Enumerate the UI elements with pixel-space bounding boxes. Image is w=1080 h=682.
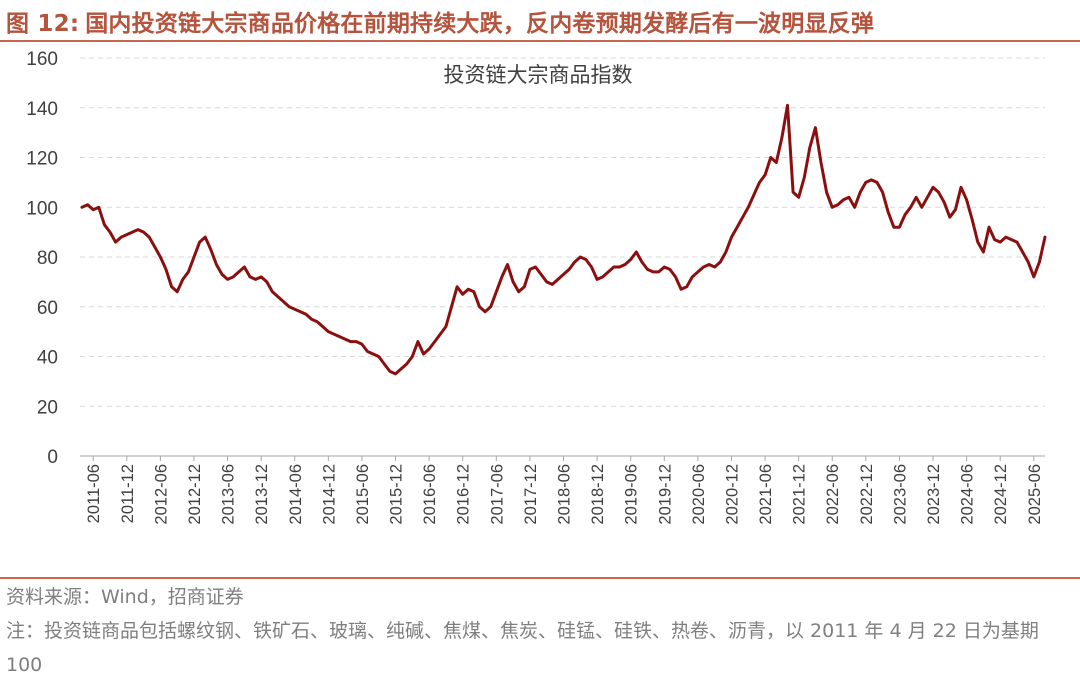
x-tick-label: 2025-06 <box>1026 464 1044 525</box>
y-tick-label: 80 <box>37 248 58 269</box>
y-tick-label: 100 <box>26 198 58 219</box>
y-tick-label: 40 <box>37 348 58 369</box>
x-tick-label: 2012-12 <box>186 464 204 525</box>
x-tick-label: 2016-06 <box>421 464 439 525</box>
x-tick-label: 2013-12 <box>253 464 271 525</box>
x-tick-label: 2024-06 <box>959 464 977 525</box>
x-tick-label: 2019-12 <box>656 464 674 525</box>
x-tick-label: 2018-06 <box>556 464 574 525</box>
x-tick-label: 2024-12 <box>992 464 1010 525</box>
figure-title: 图 12: 国内投资链大宗商品价格在前期持续大跌，反内卷预期发酵后有一波明显反弹 <box>6 4 1076 38</box>
x-tick-label: 2013-06 <box>220 464 238 525</box>
x-tick-label: 2023-06 <box>891 464 909 525</box>
figure-label: 图 12: <box>6 11 80 37</box>
x-axis-ticks: 2011-06 2011-12 2012-06 2012-12 2013-06 2013-… <box>85 456 1044 525</box>
source-text: 资料来源：Wind，招商证券 <box>6 586 244 608</box>
series-line <box>80 103 1047 376</box>
x-tick-label: 2022-12 <box>858 464 876 525</box>
y-axis-ticks: 0 20 40 60 80 100 120 140 160 <box>26 49 58 468</box>
y-tick-label: 0 <box>47 447 58 468</box>
x-tick-label: 2022-06 <box>824 464 842 525</box>
x-tick-label: 2020-06 <box>690 464 708 525</box>
x-tick-label: 2023-12 <box>925 464 943 525</box>
x-tick-label: 2015-12 <box>388 464 406 525</box>
y-tick-label: 140 <box>26 99 58 120</box>
x-tick-label: 2015-06 <box>354 464 372 525</box>
note-text: 注：投资链商品包括螺纹钢、铁矿石、玻璃、纯碱、焦煤、焦炭、硅锰、硅铁、热卷、沥青… <box>6 620 1039 676</box>
chart-title: 投资链大宗商品指数 <box>444 63 633 87</box>
x-tick-label: 2021-12 <box>791 464 809 525</box>
x-tick-label: 2011-12 <box>119 464 137 523</box>
x-tick-label: 2016-12 <box>455 464 473 525</box>
x-tick-label: 2017-06 <box>488 464 506 525</box>
x-tick-label: 2018-12 <box>589 464 607 525</box>
x-tick-label: 2012-06 <box>152 464 170 525</box>
figure-title-text: 国内投资链大宗商品价格在前期持续大跌，反内卷预期发酵后有一波明显反弹 <box>85 11 875 37</box>
x-tick-label: 2020-12 <box>723 464 741 525</box>
x-tick-label: 2014-12 <box>320 464 338 525</box>
x-tick-label: 2017-12 <box>522 464 540 525</box>
y-tick-label: 120 <box>26 149 58 170</box>
top-divider <box>0 40 1080 42</box>
bottom-divider <box>0 577 1080 579</box>
x-tick-label: 2019-06 <box>623 464 641 525</box>
x-tick-label: 2014-06 <box>287 464 305 525</box>
x-tick-label: 2011-06 <box>85 464 103 523</box>
y-tick-label: 160 <box>26 49 58 70</box>
x-tick-label: 2021-06 <box>757 464 775 525</box>
y-tick-label: 60 <box>37 298 58 319</box>
y-tick-label: 20 <box>37 397 58 418</box>
y-gridlines <box>80 57 1045 407</box>
